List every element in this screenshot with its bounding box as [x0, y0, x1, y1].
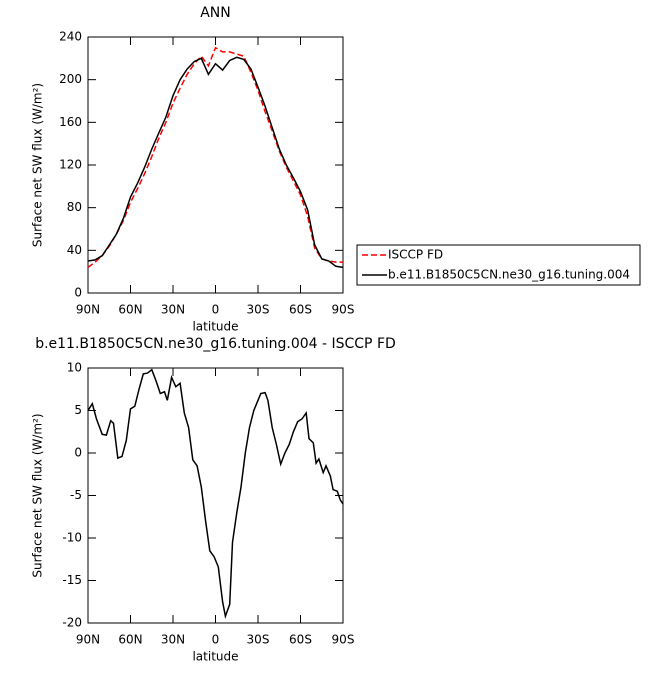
x-tick-label: 30N: [161, 303, 185, 317]
y-tick-label: 5: [74, 403, 82, 417]
data-line: [87, 368, 344, 620]
chart-title: ANN: [200, 5, 231, 21]
y-tick-label: -5: [70, 488, 82, 502]
x-tick-label: 60S: [289, 633, 312, 647]
x-tick-label: 30S: [247, 303, 270, 317]
data-line: [87, 56, 344, 269]
legend-label: ISCCP FD: [388, 248, 443, 262]
y-tick-label: 40: [67, 243, 82, 257]
y-tick-label: 160: [59, 115, 82, 129]
y-axis-label: Surface net SW flux (W/m²): [31, 413, 45, 577]
x-tick-label: 90S: [332, 633, 355, 647]
x-tick-label: 30S: [247, 633, 270, 647]
y-tick-label: 240: [59, 30, 82, 44]
y-axis-label: Surface net SW flux (W/m²): [31, 83, 45, 247]
x-tick-label: 90N: [76, 633, 100, 647]
y-tick-label: 0: [74, 286, 82, 300]
x-tick-label: 90N: [76, 303, 100, 317]
legend-box: [356, 244, 641, 286]
x-tick-label: 60N: [118, 633, 142, 647]
x-axis-label: latitude: [192, 320, 238, 334]
y-tick-label: -20: [62, 616, 82, 630]
y-tick-label: 120: [59, 158, 82, 172]
y-tick-label: 10: [67, 361, 82, 375]
y-tick-label: 80: [67, 200, 82, 214]
y-tick-label: 0: [74, 446, 82, 460]
x-tick-label: 60N: [118, 303, 142, 317]
chart-title: b.e11.B1850C5CN.ne30_g16.tuning.004 - IS…: [35, 336, 396, 352]
data-line: [87, 46, 343, 269]
x-tick-label: 30N: [161, 633, 185, 647]
x-axis-label: latitude: [192, 650, 238, 664]
y-tick-label: -10: [62, 531, 82, 545]
x-tick-label: 0: [212, 303, 220, 317]
y-tick-label: 200: [59, 72, 82, 86]
x-tick-label: 60S: [289, 303, 312, 317]
x-tick-label: 0: [212, 633, 220, 647]
legend-label: b.e11.B1850C5CN.ne30_g16.tuning.004: [388, 268, 630, 282]
y-tick-label: -15: [62, 573, 82, 587]
plot-frame: [87, 367, 344, 624]
plot-frame: [87, 36, 344, 294]
x-tick-label: 90S: [332, 303, 355, 317]
